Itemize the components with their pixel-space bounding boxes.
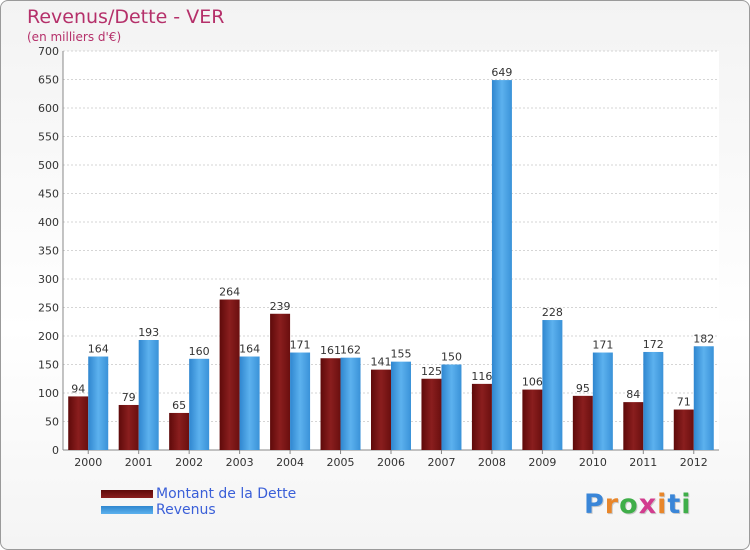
data-label-revenue: 150 <box>441 351 462 364</box>
data-label-debt: 239 <box>270 300 291 313</box>
data-label-debt: 94 <box>71 382 85 395</box>
data-label-debt: 65 <box>172 399 186 412</box>
bar-debt <box>623 402 644 450</box>
bar-revenue <box>391 361 411 450</box>
data-label-revenue: 171 <box>290 339 311 352</box>
data-label-debt: 141 <box>371 356 392 369</box>
data-label-revenue: 164 <box>88 343 109 356</box>
logo-letter: P <box>584 489 605 520</box>
bar-revenue <box>491 80 512 450</box>
x-tick-label: 2006 <box>377 456 405 469</box>
proxiti-logo: Proxiti <box>584 489 692 520</box>
bar-revenue <box>592 352 613 450</box>
data-label-debt: 84 <box>626 388 640 401</box>
y-tick-label: 150 <box>38 359 59 372</box>
bar-debt <box>421 378 442 450</box>
y-tick-label: 650 <box>38 74 59 87</box>
data-label-debt: 71 <box>677 396 691 409</box>
x-tick-label: 2010 <box>579 456 607 469</box>
chart-subtitle: (en milliers d'€) <box>27 30 122 44</box>
data-label-revenue: 171 <box>592 339 613 352</box>
data-label-revenue: 228 <box>542 306 563 319</box>
x-tick-label: 2012 <box>680 456 708 469</box>
data-label-revenue: 160 <box>189 345 210 358</box>
data-label-revenue: 155 <box>391 348 412 361</box>
y-tick-label: 500 <box>38 159 59 172</box>
bar-debt <box>522 389 543 450</box>
y-tick-label: 250 <box>38 302 59 315</box>
y-tick-label: 450 <box>38 188 59 201</box>
legend-swatch-debt <box>101 490 153 498</box>
y-tick-label: 350 <box>38 245 59 258</box>
logo-letter: i <box>657 489 668 520</box>
bar-revenue <box>239 356 260 450</box>
bar-debt <box>270 313 291 450</box>
bar-debt <box>320 358 341 450</box>
data-label-debt: 106 <box>522 376 543 389</box>
x-tick-label: 2008 <box>478 456 506 469</box>
data-label-debt: 161 <box>320 344 341 357</box>
logo-letter: r <box>604 489 620 520</box>
logo-letter: i <box>681 489 692 520</box>
x-tick-label: 2005 <box>327 456 355 469</box>
data-label-debt: 79 <box>122 391 136 404</box>
y-tick-label: 400 <box>38 216 59 229</box>
y-tick-label: 700 <box>38 45 59 58</box>
y-tick-label: 0 <box>52 444 59 457</box>
data-label-debt: 95 <box>576 382 590 395</box>
bar-debt <box>673 409 694 450</box>
x-tick-label: 2011 <box>629 456 657 469</box>
bar-debt <box>169 412 190 450</box>
data-label-revenue: 182 <box>693 332 714 345</box>
bar-debt <box>572 395 593 450</box>
data-label-debt: 116 <box>471 370 492 383</box>
bar-debt <box>471 383 492 450</box>
y-tick-label: 200 <box>38 330 59 343</box>
y-tick-label: 300 <box>38 273 59 286</box>
y-tick-label: 550 <box>38 131 59 144</box>
legend-label-debt: Montant de la Dette <box>156 486 297 502</box>
x-tick-label: 2009 <box>528 456 556 469</box>
legend-swatch-revenue <box>101 506 153 514</box>
x-tick-label: 2000 <box>74 456 102 469</box>
bar-revenue <box>88 356 109 450</box>
y-tick-label: 600 <box>38 102 59 115</box>
bar-debt <box>68 396 89 450</box>
bar-revenue <box>138 339 159 450</box>
chart-title: Revenus/Dette - VER <box>27 6 225 28</box>
legend-label-revenue: Revenus <box>156 502 216 518</box>
bar-debt <box>118 404 139 450</box>
bar-revenue <box>693 346 714 450</box>
y-tick-label: 100 <box>38 387 59 400</box>
y-tick-label: 50 <box>45 416 59 429</box>
data-label-debt: 264 <box>219 286 240 299</box>
bar-revenue <box>643 351 664 450</box>
x-tick-label: 2002 <box>175 456 203 469</box>
bar-debt <box>371 369 391 450</box>
bar-revenue <box>542 320 563 450</box>
data-label-revenue: 162 <box>340 344 361 357</box>
data-label-revenue: 649 <box>491 66 512 79</box>
data-label-revenue: 172 <box>643 338 664 351</box>
x-tick-label: 2007 <box>427 456 455 469</box>
logo-letter: o <box>619 489 639 520</box>
x-tick-label: 2001 <box>125 456 153 469</box>
bar-debt <box>219 299 240 450</box>
bar-revenue <box>189 358 210 450</box>
x-tick-label: 2004 <box>276 456 304 469</box>
logo-letter: t <box>667 489 682 520</box>
bar-revenue <box>441 364 462 450</box>
data-label-revenue: 164 <box>239 343 260 356</box>
x-tick-label: 2003 <box>226 456 254 469</box>
data-label-debt: 125 <box>421 365 442 378</box>
bar-revenue <box>340 357 361 450</box>
bar-revenue <box>290 352 311 450</box>
logo-letter: x <box>638 489 658 520</box>
data-label-revenue: 193 <box>138 326 159 339</box>
